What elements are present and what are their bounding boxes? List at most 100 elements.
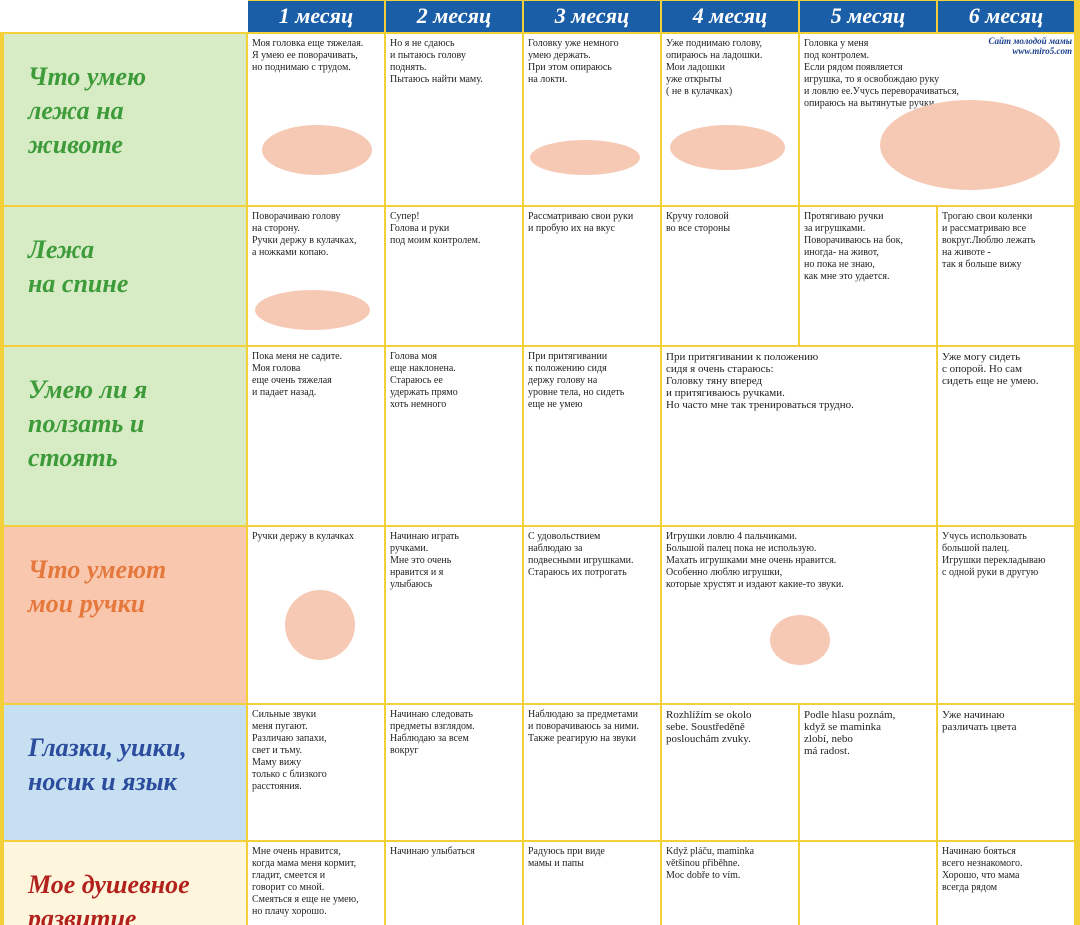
month-header: 1 месяц — [248, 1, 384, 32]
cell: Головку уже немного умею держать. При этом… — [524, 34, 660, 205]
cell-line: Маму вижу — [252, 757, 302, 768]
cell-line: Моя головка еще тяжелая. — [252, 38, 364, 49]
cell: Начинаю следовать предметы взглядом. Наблю… — [386, 705, 522, 840]
cell-line: Голова моя — [390, 351, 438, 362]
cell: Пока меня не садите. Моя голова еще очень … — [248, 347, 384, 525]
cell-line: Учусь использовать — [942, 531, 1027, 542]
cell: Супер! Голова и руки под моим контролем. — [386, 207, 522, 345]
cell: Моя головка еще тяжелая. Я умею ее повора… — [248, 34, 384, 205]
cell-line: Мне это очень — [390, 555, 452, 566]
cell: Игрушки ловлю 4 пальчиками. Большой палец… — [662, 527, 936, 703]
cell-line: Игрушки ловлю 4 пальчиками. — [666, 531, 798, 542]
label-line: носик и язык — [28, 767, 177, 796]
row-label: Мое душевное развитие — [4, 842, 246, 925]
cell-line: Пытаюсь найти маму. — [390, 74, 483, 85]
illustration — [770, 615, 830, 665]
empty-cell — [800, 842, 936, 925]
cell-line: с одной руки в другую — [942, 567, 1039, 578]
cell-line: Кручу головой — [666, 211, 729, 222]
cell-line: Рассматриваю свои руки — [528, 211, 634, 222]
cell-line: Moc dobře to vím. — [666, 870, 741, 881]
cell-line: Když pláču, maminka — [666, 846, 755, 857]
label-line: развитие — [28, 904, 137, 925]
cell-line: Радуюсь при виде — [528, 846, 605, 857]
cell-line: а ножками копаю. — [252, 247, 329, 258]
label-line: Что умею — [28, 62, 147, 91]
cell-line: еще не умею — [528, 399, 583, 410]
cell-line: Голова и руки — [390, 223, 450, 234]
cell-line: нравится и я — [390, 567, 444, 578]
label-line: Глазки, ушки, — [28, 733, 187, 762]
cell-line: Уже поднимаю голову, — [666, 38, 763, 49]
cell-line: Rozhlížím se okolo — [666, 709, 752, 721]
cell-line: хоть немного — [390, 399, 447, 410]
cell-line: Моя голова — [252, 363, 301, 374]
cell-line: и рассматриваю все — [942, 223, 1027, 234]
cell: Podle hlasu poznám, když se maminka zlobí,… — [800, 705, 936, 840]
cell: При притягивании к положению сидя я очень… — [662, 347, 936, 525]
illustration — [880, 100, 1060, 190]
illustration — [255, 290, 370, 330]
cell-line: většinou přiběhne. — [666, 858, 740, 869]
cell-line: Podle hlasu poznám, — [804, 709, 896, 721]
row-label: Глазки, ушки, носик и язык — [4, 705, 246, 840]
cell: Když pláču, maminka většinou přiběhne. Moc… — [662, 842, 798, 925]
cell-line: Начинаю играть — [390, 531, 459, 542]
label-line: Лежа — [28, 235, 95, 264]
cell-line: Но часто мне так тренироваться трудно. — [666, 399, 854, 411]
cell-line: Головку уже немного — [528, 38, 619, 49]
cell-line: При притягивании — [528, 351, 608, 362]
cell-line: Трогаю свои коленки — [942, 211, 1033, 222]
cell-line: поднять. — [390, 62, 427, 73]
label-line: Мое душевное — [28, 870, 190, 899]
cell: Начинаю играть ручками. Мне это очень нрави… — [386, 527, 522, 703]
row-label: Лежа на спине — [4, 207, 246, 345]
cell-line: еще очень тяжелая — [252, 375, 332, 386]
cell-line: Мне очень нравится, — [252, 846, 341, 857]
cell: Начинаю улыбаться — [386, 842, 522, 925]
cell-line: Поворачиваюсь на бок, — [804, 235, 904, 246]
cell-line: так я больше вижу — [942, 259, 1022, 270]
cell-line: которые хрустят и издают какие-то звуки. — [666, 579, 844, 590]
cell-line: под контролем. — [804, 50, 869, 61]
cell: При притягивании к положению сидя держу го… — [524, 347, 660, 525]
row-label: Что умеют мои ручки — [4, 527, 246, 703]
cell-line: Большой палец пока не использую. — [666, 543, 817, 554]
cell: Rozhlížím se okolo sebe. Soustředěně poslo… — [662, 705, 798, 840]
cell: Голова моя еще наклонена. Стараюсь ее удерж… — [386, 347, 522, 525]
cell-line: и притягиваюсь ручками. — [666, 387, 785, 399]
cell-line: подвесными игрушками. — [528, 555, 634, 566]
corner — [0, 0, 248, 32]
cell-line: большой палец. — [942, 543, 1010, 554]
row-label: Умею ли я ползать и стоять — [4, 347, 246, 525]
cell-line: опираюсь на ладошки. — [666, 50, 763, 61]
cell-line: Уже начинаю — [942, 709, 1005, 721]
cell-line: Различаю запахи, — [252, 733, 327, 744]
cell-line: к положению сидя — [528, 363, 607, 374]
cell-line: Пока меня не садите. — [252, 351, 343, 362]
cell-line: держу голову на — [528, 375, 598, 386]
cell-line: под моим контролем. — [390, 235, 481, 246]
cell-line: Мои ладошки — [666, 62, 725, 73]
cell-line: вокруг.Люблю лежать — [942, 235, 1036, 246]
label-line: стоять — [28, 443, 118, 472]
cell: Сильные звуки меня пугают. Различаю запахи… — [248, 705, 384, 840]
label-line: животе — [28, 130, 123, 159]
illustration — [262, 125, 372, 175]
cell: Кручу головой во все стороны — [662, 207, 798, 345]
month-header: 5 месяц — [800, 1, 936, 32]
cell-line: Хорошо, что мама — [942, 870, 1020, 881]
label-line: лежа на — [28, 96, 124, 125]
cell-line: опираюсь на вытянутые ручки — [804, 98, 935, 109]
cell-line: Игрушки перекладываю — [942, 555, 1046, 566]
cell-line: ( не в кулачках) — [666, 86, 733, 97]
cell-line: Начинаю следовать — [390, 709, 473, 720]
cell-line: свет и тьму. — [252, 745, 303, 756]
label-line: ползать и — [28, 409, 145, 438]
cell-line: Я умею ее поворачивать, — [252, 50, 358, 61]
cell-line: Стараюсь ее — [390, 375, 443, 386]
cell-line: Уже могу сидеть — [942, 351, 1021, 363]
cell-line: Протягиваю ручки — [804, 211, 884, 222]
cell: Рассматриваю свои руки и пробую их на вку… — [524, 207, 660, 345]
